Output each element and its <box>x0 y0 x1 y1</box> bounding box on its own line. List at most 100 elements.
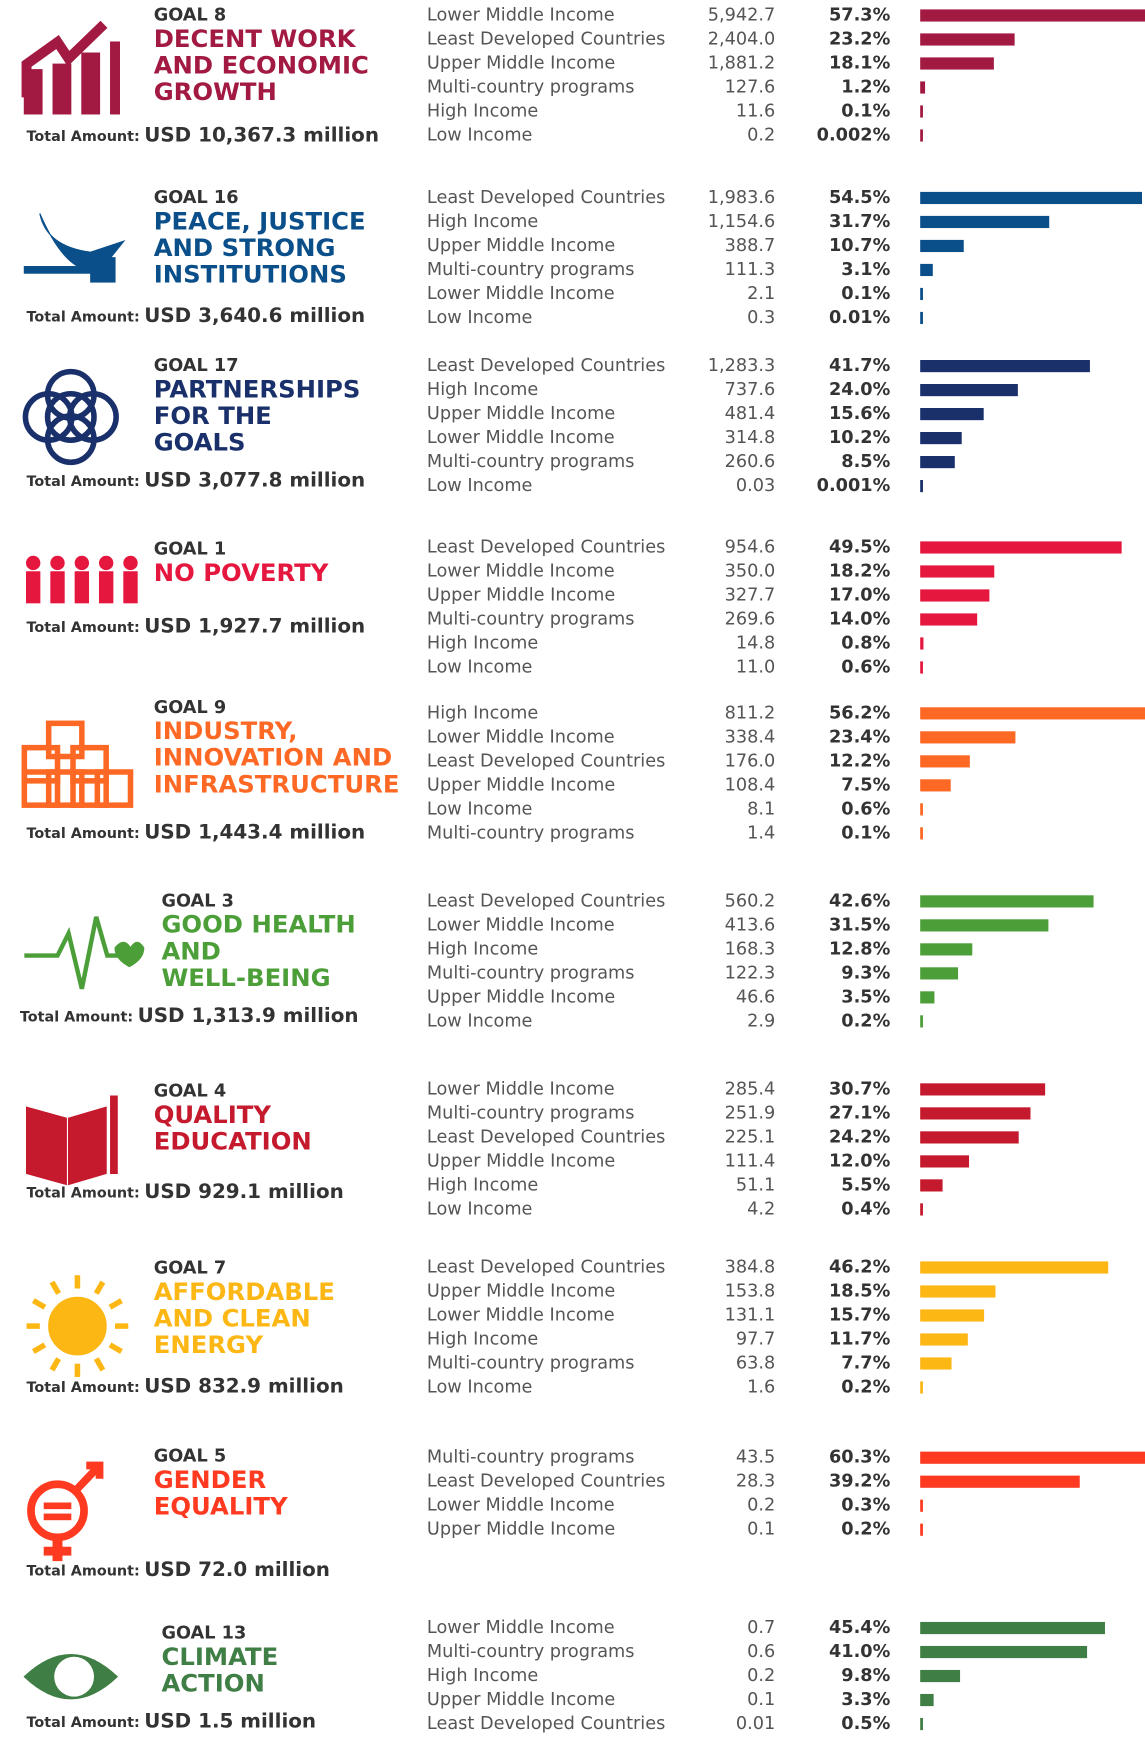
goal-title: AND ECONOMIC <box>154 50 369 79</box>
category: Least Developed Countries <box>427 1257 665 1277</box>
amount: 63.8 <box>736 1353 775 1373</box>
icon-shape <box>43 1546 72 1556</box>
percent: 24.2% <box>829 1127 891 1147</box>
bar <box>920 384 1018 397</box>
bar <box>920 731 1016 744</box>
bar <box>920 360 1090 373</box>
goal-title: INSTITUTIONS <box>154 259 347 288</box>
amount: 1,983.6 <box>708 188 776 208</box>
bar <box>920 215 1050 229</box>
amount: 0.1 <box>747 1520 775 1540</box>
category: Lower Middle Income <box>427 284 615 304</box>
bar <box>920 661 923 674</box>
goal-title: ACTION <box>161 1668 264 1697</box>
bar <box>920 129 923 142</box>
percent: 9.8% <box>841 1666 890 1686</box>
total-label: Total Amount: <box>27 1380 140 1396</box>
percent: 18.5% <box>829 1281 891 1301</box>
category: Low Income <box>427 1199 533 1219</box>
bar <box>920 480 923 493</box>
category: Upper Middle Income <box>427 1151 615 1171</box>
bar <box>920 589 990 602</box>
category: High Income <box>427 212 538 232</box>
amount: 97.7 <box>736 1329 775 1349</box>
goal-number: GOAL 17 <box>154 356 239 376</box>
category: Low Income <box>427 476 533 496</box>
percent: 14.0% <box>829 609 891 629</box>
category: Upper Middle Income <box>427 236 615 256</box>
icon-shape <box>21 769 61 808</box>
icon-shape <box>70 769 109 808</box>
category: Least Developed Countries <box>427 356 665 376</box>
icon-shape <box>21 744 61 784</box>
percent: 54.5% <box>829 188 891 208</box>
category: High Income <box>427 633 538 653</box>
percent: 46.2% <box>829 1257 891 1277</box>
bar <box>920 967 959 980</box>
icon-shape <box>50 555 65 571</box>
amount: 0.1 <box>747 1690 775 1710</box>
total-amount: USD 1,313.9 million <box>138 1004 359 1027</box>
total-label: Total Amount: <box>27 309 140 325</box>
percent: 23.2% <box>829 29 891 49</box>
category: Upper Middle Income <box>427 53 615 73</box>
amount: 8.1 <box>747 799 775 819</box>
icon-shape <box>49 1280 62 1295</box>
bar <box>920 33 1015 46</box>
amount: 168.3 <box>725 939 776 959</box>
bar <box>920 1107 1031 1120</box>
amount: 0.2 <box>747 1496 775 1516</box>
bar <box>920 1381 923 1394</box>
amount: 176.0 <box>725 751 776 771</box>
bar <box>920 1131 1019 1144</box>
bar <box>920 637 924 650</box>
total-amount: USD 1.5 million <box>144 1710 316 1733</box>
bar <box>920 57 994 70</box>
category: Low Income <box>427 1011 533 1031</box>
total-amount: USD 832.9 million <box>144 1374 344 1397</box>
bar <box>920 191 1143 205</box>
bar <box>920 287 923 301</box>
icon-shape <box>90 257 116 283</box>
category: Lower Middle Income <box>427 1079 615 1099</box>
category: Multi-country programs <box>427 260 635 280</box>
total-amount: USD 10,367.3 million <box>144 124 379 147</box>
category: Low Income <box>427 799 533 819</box>
bar <box>920 803 923 816</box>
amount: 954.6 <box>725 537 776 557</box>
icon-shape <box>70 744 109 784</box>
amount: 560.2 <box>725 891 776 911</box>
icon-shape <box>68 1106 107 1186</box>
icon-shape <box>48 1296 107 1356</box>
amount: 5,942.7 <box>708 5 776 25</box>
percent: 3.1% <box>841 260 890 280</box>
bar <box>920 408 984 421</box>
bar <box>920 432 962 445</box>
category: Lower Middle Income <box>427 1618 615 1638</box>
category: Lower Middle Income <box>427 5 615 25</box>
goal-title: QUALITY <box>154 1100 272 1129</box>
total-label: Total Amount: <box>27 1715 140 1731</box>
goal-number: GOAL 4 <box>154 1082 227 1102</box>
amount: 0.2 <box>747 125 775 145</box>
goal-icon <box>24 916 145 990</box>
bar <box>920 81 926 94</box>
category: Least Developed Countries <box>427 1714 665 1734</box>
amount: 285.4 <box>725 1079 776 1099</box>
category: Least Developed Countries <box>427 1472 665 1492</box>
bar <box>920 1451 1145 1464</box>
goal-number: GOAL 8 <box>154 5 227 25</box>
category: Low Income <box>427 308 533 328</box>
category: Lower Middle Income <box>427 428 615 448</box>
bar <box>920 1179 943 1192</box>
icon-shape <box>123 571 138 604</box>
goal-number: GOAL 13 <box>161 1624 246 1644</box>
percent: 0.4% <box>841 1199 890 1219</box>
category: Lower Middle Income <box>427 727 615 747</box>
amount: 28.3 <box>736 1472 775 1492</box>
icon-shape <box>98 555 114 571</box>
amount: 0.3 <box>747 308 775 328</box>
category: High Income <box>427 703 538 723</box>
amount: 0.2 <box>747 1666 775 1686</box>
